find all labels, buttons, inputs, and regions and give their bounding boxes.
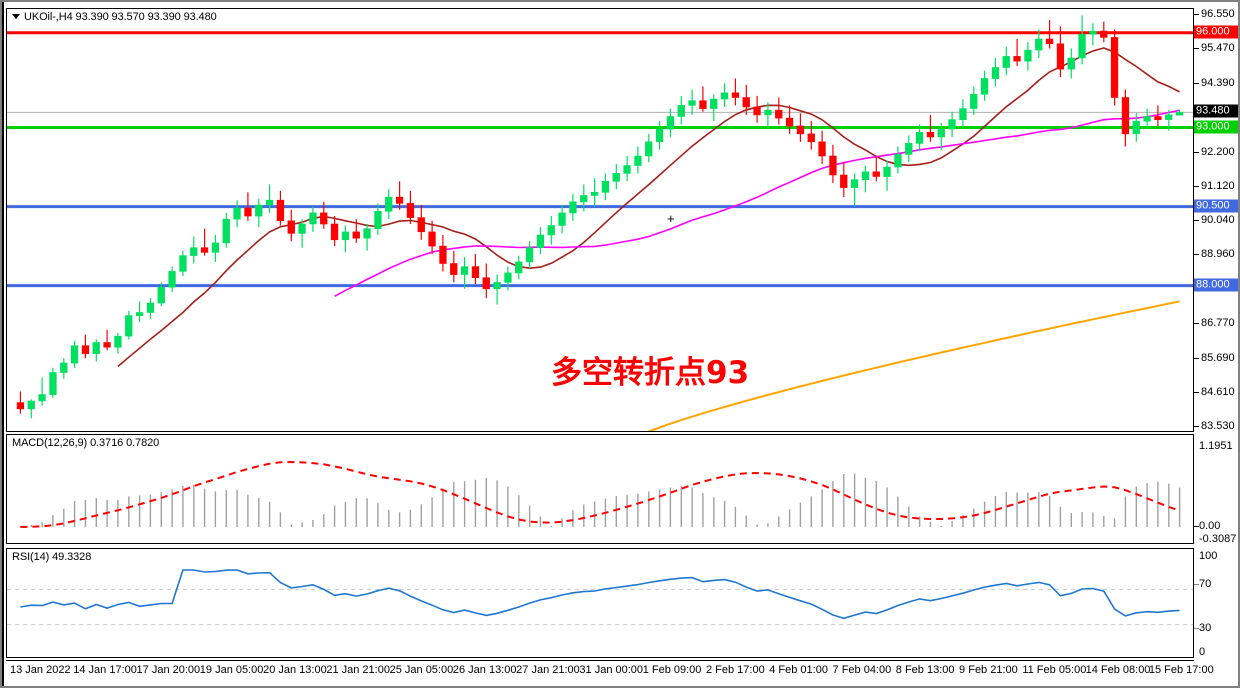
price-tick (1194, 220, 1199, 222)
time-axis-label: 26 Jan 13:00 (452, 664, 517, 676)
price-tick (1194, 185, 1199, 187)
time-axis-label: 1 Feb 09:00 (642, 664, 702, 676)
crosshair-cursor: + (667, 211, 675, 226)
time-axis-label: 14 Jan 17:00 (73, 664, 137, 676)
time-axis-label: 21 Jan 21:00 (326, 664, 390, 676)
rsi-tick (1194, 628, 1199, 629)
price-tag-90-500: 90.500 (1194, 199, 1238, 213)
price-tick (1194, 254, 1199, 256)
macd-plot (19, 460, 1181, 528)
rsi-axis-label: 70 (1199, 578, 1212, 590)
price-tick (1194, 82, 1199, 84)
symbol-ohlc-text: UKOil-,H4 93.390 93.570 93.390 93.480 (24, 11, 217, 23)
rsi-label: RSI(14) 49.3328 (12, 551, 92, 563)
price-axis-label: 83.530 (1201, 419, 1235, 432)
price-tick (1194, 14, 1199, 16)
macd-axis-label: 1.1951 (1199, 440, 1233, 452)
rsi-plot (7, 569, 1193, 626)
price-axis-label: 96.550 (1201, 8, 1235, 21)
time-axis[interactable]: 13 Jan 2022 14 Jan 17:00 17 Jan 20:00 19 Ja… (6, 660, 1214, 683)
time-axis-label: 17 Jan 20:00 (136, 664, 201, 676)
time-axis-label: 8 Feb 13:00 (895, 664, 955, 676)
price-tag-88-000: 88.000 (1194, 278, 1238, 292)
macd-tick (1194, 526, 1199, 527)
price-axis-label: 88.960 (1201, 248, 1235, 261)
price-tick (1194, 48, 1199, 50)
chevron-down-icon[interactable] (12, 13, 20, 19)
time-axis-label: 25 Jan 05:00 (389, 664, 454, 676)
macd-axis-label: 0.00 (1199, 520, 1221, 532)
rsi-axis-label: 100 (1199, 550, 1218, 562)
price-axis-label: 90.040 (1201, 214, 1235, 227)
rsi-tick (1194, 584, 1199, 585)
time-axis-label: 11 Feb 05:00 (1022, 664, 1087, 676)
time-axis-label: 19 Jan 05:00 (199, 664, 264, 676)
price-scale[interactable]: 96.550 95.470 94.390 92.200 91.120 90.040 88.9… (1194, 8, 1240, 658)
price-axis-label: 92.200 (1201, 145, 1235, 158)
rsi-axis-label: 30 (1199, 622, 1212, 634)
time-axis-label: 7 Feb 04:00 (832, 664, 892, 676)
price-tick (1194, 323, 1199, 325)
macd-axis-label: -0.3087 (1199, 533, 1237, 545)
rsi-indicator-panel[interactable]: RSI(14) 49.3328 (6, 548, 1194, 658)
price-tick (1194, 391, 1199, 393)
macd-label: MACD(12,26,9) 0.3716 0.7820 (12, 437, 160, 449)
macd-indicator-panel[interactable]: MACD(12,26,9) 0.3716 0.7820 (6, 434, 1194, 544)
time-axis-label: 14 Feb 08:00 (1085, 664, 1151, 676)
time-axis-label: 20 Jan 13:00 (263, 664, 327, 676)
time-axis-label: 2 Feb 17:00 (705, 664, 765, 676)
time-axis-label: 9 Feb 21:00 (959, 664, 1018, 676)
price-axis-label: 84.610 (1201, 385, 1235, 398)
price-axis-label: 95.470 (1201, 42, 1235, 55)
time-axis-label: 4 Feb 01:00 (769, 664, 828, 676)
symbol-header[interactable]: UKOil-,H4 93.390 93.570 93.390 93.480 (12, 11, 217, 23)
price-tick (1194, 425, 1199, 427)
price-tag-93-480: 93.480 (1194, 104, 1238, 118)
time-axis-label: 15 Feb 17:00 (1148, 664, 1214, 676)
price-axis-label: 94.390 (1201, 76, 1235, 89)
price-tick (1194, 357, 1199, 359)
price-tag-96-000: 96.000 (1194, 25, 1238, 39)
price-axis-label: 85.690 (1201, 351, 1235, 364)
time-axis-label: 27 Jan 21:00 (516, 664, 580, 676)
time-axis-label: 31 Jan 00:00 (579, 664, 644, 676)
time-axis-label: 13 Jan 2022 (10, 664, 71, 676)
price-tag-93-000: 93.000 (1194, 120, 1238, 134)
price-chart-panel[interactable]: UKOil-,H4 93.390 93.570 93.390 93.480 多空… (6, 8, 1194, 432)
price-plot (7, 15, 1193, 431)
price-axis-label: 91.120 (1201, 179, 1235, 192)
price-axis-label: 86.770 (1201, 317, 1235, 330)
chart-annotation: 多空转折点93 (551, 355, 750, 391)
price-tick (1194, 151, 1199, 153)
rsi-axis-label: 0 (1199, 646, 1206, 658)
